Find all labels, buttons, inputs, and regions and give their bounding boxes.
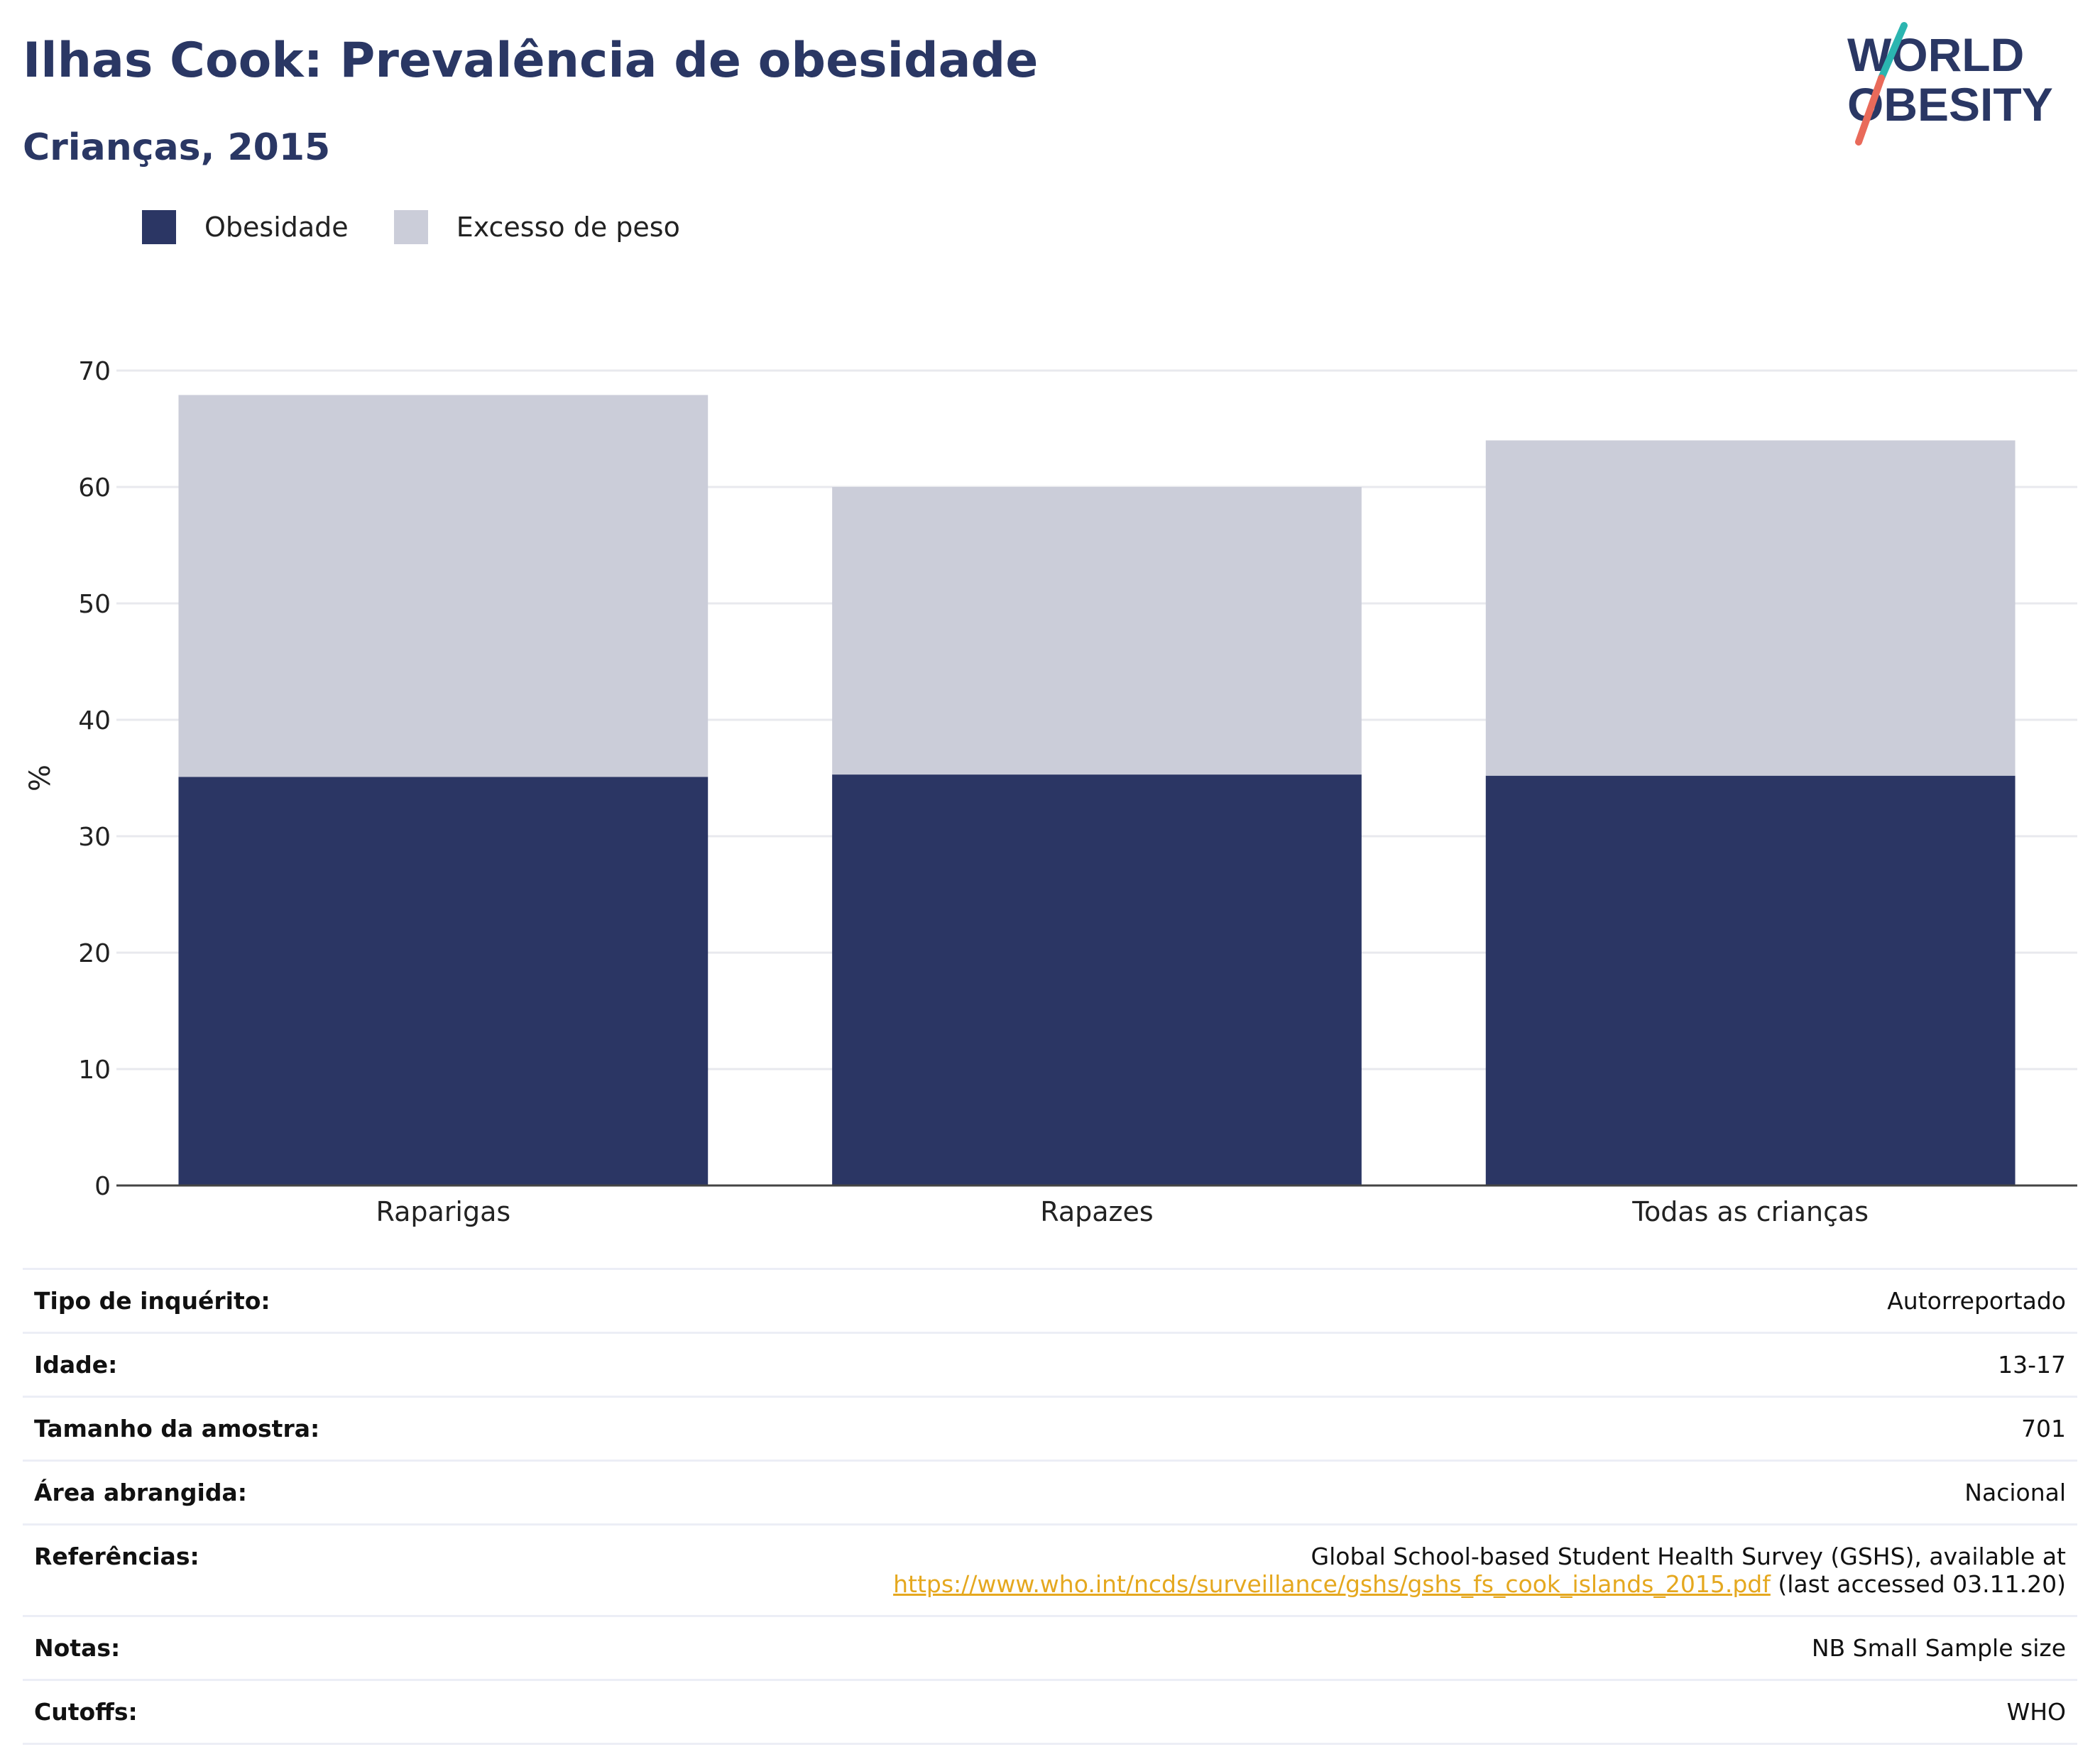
- logo-line1: WORLD: [1847, 28, 2024, 81]
- chart-svg: 0 10 20 30 40 50 60 70% Raparigas Rapazes Todas as…: [24, 357, 2077, 1227]
- y-tick-label: 50: [78, 590, 111, 619]
- info-key: Notas:: [23, 1615, 444, 1680]
- info-key: Tipo de inquérito:: [23, 1268, 444, 1333]
- world-obesity-logo: WORLD OBESITY: [1839, 21, 2080, 149]
- info-value-references: Global School-based Student Health Surve…: [444, 1523, 2077, 1616]
- x-tick-label: Rapazes: [1040, 1196, 1153, 1227]
- legend-label-overweight: Excesso de peso: [456, 212, 680, 243]
- info-row: Área abrangida: Nacional: [23, 1460, 2077, 1525]
- bar-obesity: [832, 774, 1362, 1185]
- info-row: Tamanho da amostra: 701: [23, 1396, 2077, 1461]
- y-tick-label: 60: [78, 473, 111, 503]
- info-value: WHO: [444, 1679, 2077, 1745]
- bar-obesity: [178, 777, 709, 1185]
- legend-swatch-obesity: [142, 210, 176, 244]
- info-value: Autorreportado: [444, 1268, 2077, 1333]
- info-value: 701: [444, 1396, 2077, 1461]
- info-key: Cutoffs:: [23, 1679, 444, 1745]
- bar-obesity: [1485, 775, 2016, 1185]
- legend-swatch-overweight: [393, 210, 428, 244]
- info-row: Cutoffs: WHO: [23, 1679, 2077, 1745]
- chart-subtitle: Crianças, 2015: [23, 126, 331, 169]
- reference-link[interactable]: https://www.who.int/ncds/surveillance/gs…: [893, 1570, 1771, 1598]
- info-value: NB Small Sample size: [444, 1615, 2077, 1680]
- info-value: Nacional: [444, 1460, 2077, 1525]
- reference-text: Global School-based Student Health Surve…: [1311, 1543, 2066, 1570]
- bar-overweight: [832, 487, 1362, 775]
- y-tick-label: 0: [94, 1172, 111, 1201]
- info-key: Área abrangida:: [23, 1460, 444, 1525]
- y-tick-label: 30: [78, 823, 111, 852]
- y-tick-label: 10: [78, 1056, 111, 1085]
- y-tick-label: 70: [78, 357, 111, 386]
- info-row: Tipo de inquérito: Autorreportado: [23, 1268, 2077, 1333]
- info-row: Idade: 13-17: [23, 1332, 2077, 1397]
- info-key: Referências:: [23, 1523, 444, 1616]
- bar-overweight: [178, 395, 709, 777]
- legend-item-obesity[interactable]: Obesidade: [142, 210, 349, 244]
- x-tick-label: Raparigas: [376, 1196, 511, 1227]
- y-axis-label: %: [24, 765, 57, 792]
- info-table: Tipo de inquérito: Autorreportado Idade:…: [23, 1268, 2077, 1745]
- legend-item-overweight[interactable]: Excesso de peso: [393, 210, 680, 244]
- chart-title: Ilhas Cook: Prevalência de obesidade: [23, 33, 1039, 89]
- bar-chart: 0 10 20 30 40 50 60 70% Raparigas Rapazes Todas as…: [0, 312, 2100, 1235]
- info-key: Tamanho da amostra:: [23, 1396, 444, 1461]
- info-row-references: Referências: Global School-based Student…: [23, 1523, 2077, 1616]
- reference-suffix: (last accessed 03.11.20): [1770, 1570, 2066, 1598]
- chart-legend: Obesidade Excesso de peso: [142, 210, 726, 244]
- bar-overweight: [1485, 440, 2016, 776]
- x-tick-label: Todas as crianças: [1631, 1196, 1869, 1227]
- y-tick-label: 40: [78, 706, 111, 735]
- info-value: 13-17: [444, 1332, 2077, 1397]
- info-key: Idade:: [23, 1332, 444, 1397]
- y-tick-label: 20: [78, 939, 111, 968]
- legend-label-obesity: Obesidade: [204, 212, 349, 243]
- info-row: Notas: NB Small Sample size: [23, 1615, 2077, 1680]
